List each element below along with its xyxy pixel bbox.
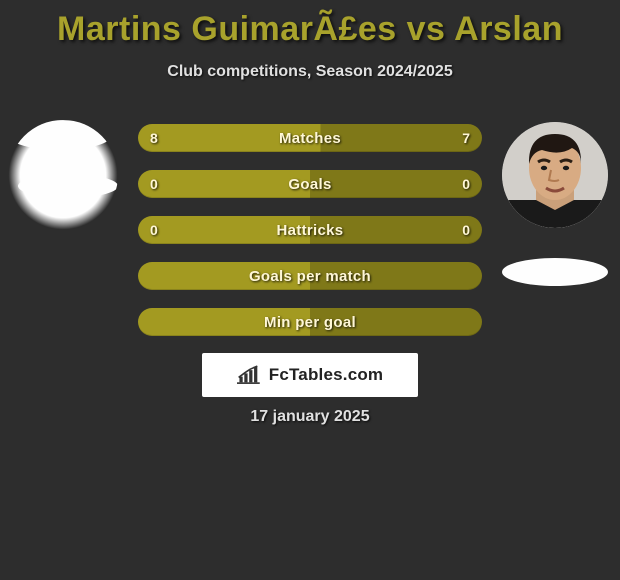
stat-value-right: 0 bbox=[462, 216, 470, 244]
stat-bar: Min per goal bbox=[138, 308, 482, 336]
bar-chart-icon bbox=[237, 365, 263, 385]
stat-label: Goals bbox=[288, 176, 331, 193]
comparison-card: Martins GuimarÃ£es vs Arslan Club compet… bbox=[0, 0, 620, 580]
stat-label: Hattricks bbox=[277, 222, 344, 239]
player-left-avatar bbox=[8, 120, 118, 230]
stat-label: Min per goal bbox=[264, 314, 356, 331]
branding-text: FcTables.com bbox=[269, 365, 384, 385]
stat-bar: Hattricks 0 0 bbox=[138, 216, 482, 244]
stat-bar: Matches 8 7 bbox=[138, 124, 482, 152]
stat-label: Goals per match bbox=[249, 268, 371, 285]
stat-value-left: 8 bbox=[150, 124, 158, 152]
stat-bars: Matches 8 7 Goals 0 0 Hattricks 0 0 Goals per mat… bbox=[138, 124, 482, 354]
stat-value-left: 0 bbox=[150, 216, 158, 244]
avatar-shape bbox=[18, 174, 118, 198]
footer-date: 17 january 2025 bbox=[0, 408, 620, 426]
face-icon bbox=[502, 122, 608, 228]
branding-badge: FcTables.com bbox=[202, 353, 418, 397]
stat-bar: Goals 0 0 bbox=[138, 170, 482, 198]
stat-value-left: 0 bbox=[150, 170, 158, 198]
page-subtitle: Club competitions, Season 2024/2025 bbox=[0, 63, 620, 81]
avatar-shape bbox=[8, 120, 112, 150]
stat-value-right: 7 bbox=[462, 124, 470, 152]
page-title: Martins GuimarÃ£es vs Arslan bbox=[0, 0, 620, 49]
stat-label: Matches bbox=[279, 130, 341, 147]
decoration-ellipse bbox=[502, 258, 608, 286]
stat-value-right: 0 bbox=[462, 170, 470, 198]
player-right-avatar bbox=[502, 122, 608, 228]
stat-bar: Goals per match bbox=[138, 262, 482, 290]
